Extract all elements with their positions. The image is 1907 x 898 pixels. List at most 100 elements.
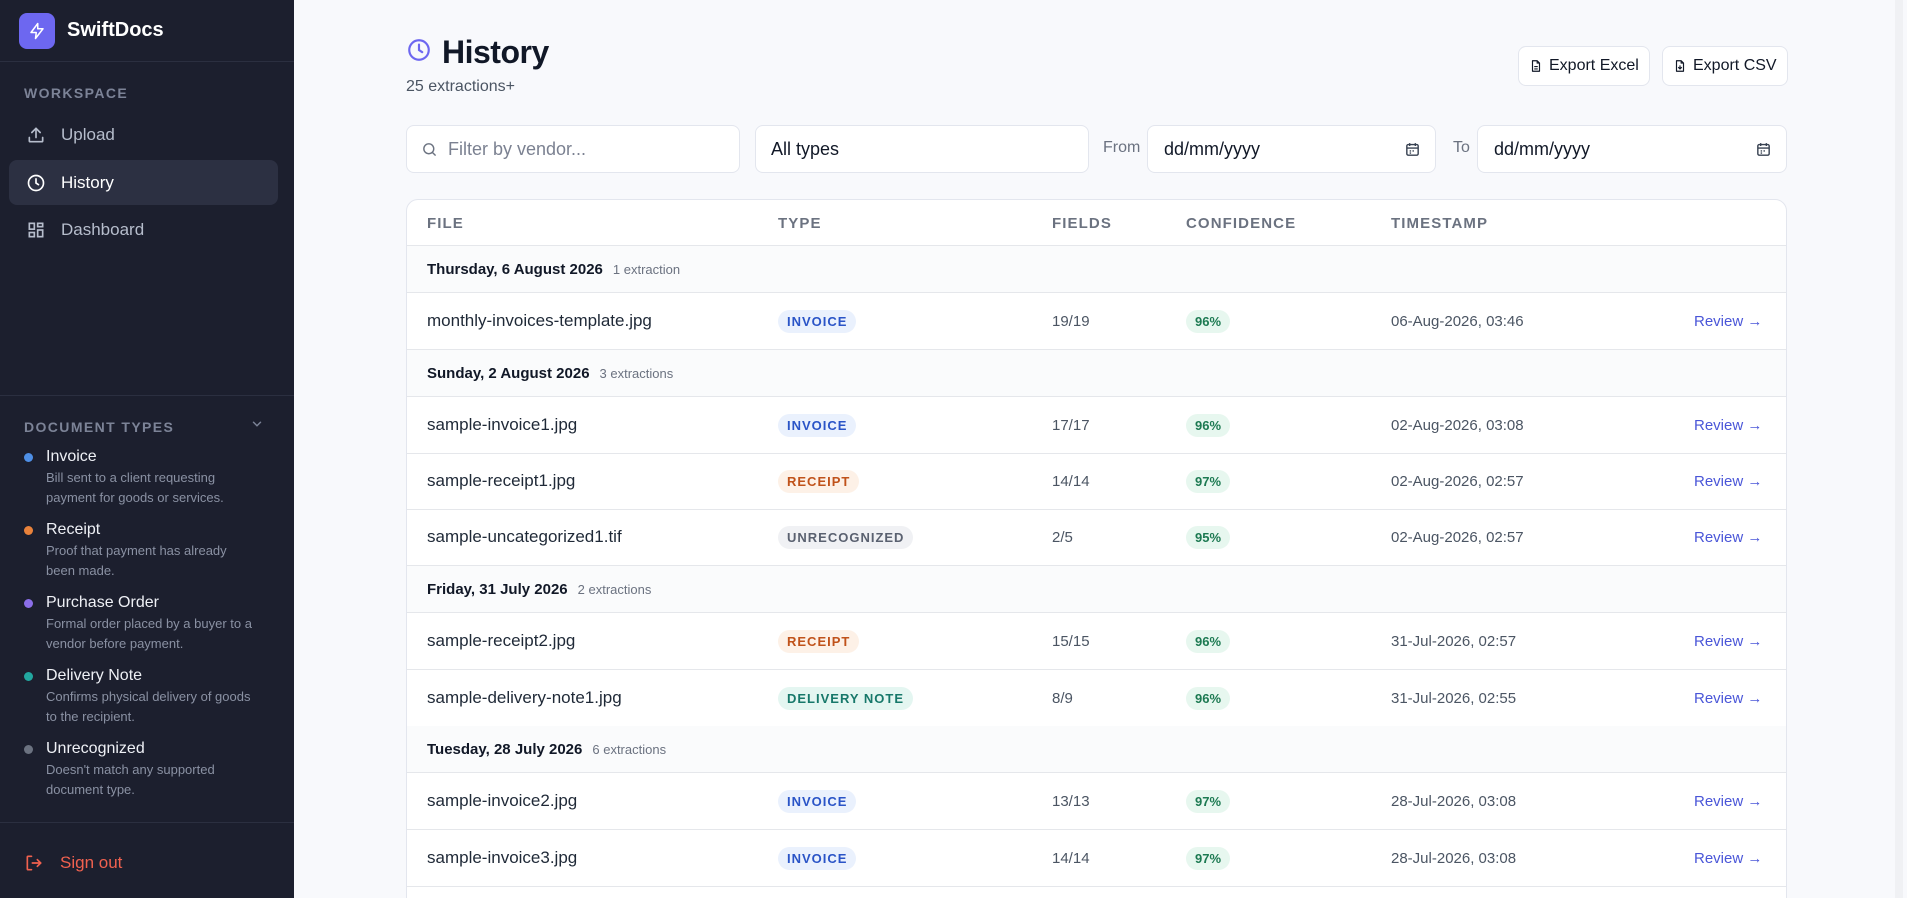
col-type[interactable]: TYPE — [778, 215, 822, 232]
col-file[interactable]: FILE — [427, 215, 464, 232]
to-date-input[interactable]: dd/mm/yyyy — [1477, 125, 1787, 173]
delivery-note-dot-icon — [24, 671, 33, 681]
confidence-badge: 96% — [1186, 413, 1231, 437]
receipt-dot-icon — [24, 525, 33, 535]
from-date-input[interactable]: dd/mm/yyyy — [1147, 125, 1436, 173]
table-row[interactable]: monthly-invoices-template.jpg INVOICE 19… — [407, 293, 1786, 350]
review-link[interactable]: Review → — [1694, 472, 1763, 490]
type-badge: INVOICE — [778, 413, 857, 437]
table-row[interactable]: sample-delivery-note1.jpg DELIVERY NOTE … — [407, 670, 1786, 727]
sidebar-item-history[interactable]: History — [9, 160, 278, 205]
from-date-value: dd/mm/yyyy — [1164, 138, 1261, 159]
fields-count: 15/15 — [1052, 632, 1090, 650]
page-header: History — [406, 34, 549, 71]
sign-out-button[interactable]: Sign out — [24, 852, 122, 874]
workspace-label: WORKSPACE — [24, 85, 129, 101]
timestamp: 02-Aug-2026, 02:57 — [1391, 472, 1524, 490]
review-link[interactable]: Review → — [1694, 632, 1763, 650]
date-group-header: Thursday, 6 August 2026 1 extraction — [407, 246, 1786, 293]
doc-type-desc: vendor before payment. — [46, 636, 184, 651]
doc-type-name: Purchase Order — [46, 594, 159, 611]
sign-out-label: Sign out — [60, 853, 123, 872]
type-badge: UNRECOGNIZED — [778, 525, 914, 549]
file-download-icon — [1673, 58, 1687, 74]
confidence-badge: 96% — [1186, 686, 1231, 710]
group-count: 3 extractions — [599, 365, 674, 381]
doc-type-unrecognized: Unrecognized Doesn't match any supported… — [24, 740, 274, 800]
doc-type-desc: Proof that payment has already — [46, 543, 227, 558]
sidebar-item-dashboard[interactable]: Dashboard — [9, 207, 278, 252]
file-name: sample-receipt1.jpg — [427, 471, 576, 490]
confidence-badge: 97% — [1186, 469, 1231, 493]
sidebar-item-upload[interactable]: Upload — [9, 112, 278, 157]
table-row[interactable]: sample-receipt2.jpg RECEIPT 15/15 96% 31… — [407, 613, 1786, 670]
col-confidence[interactable]: CONFIDENCE — [1186, 215, 1297, 232]
timestamp: 28-Jul-2026, 03:08 — [1391, 849, 1517, 867]
calendar-icon[interactable] — [1755, 141, 1772, 163]
fields-count: 13/13 — [1052, 792, 1090, 810]
file-icon — [1529, 58, 1543, 74]
table-row[interactable]: sample-invoice3.jpg INVOICE 14/14 97% 28… — [407, 830, 1786, 887]
file-name: sample-delivery-note1.jpg — [427, 688, 622, 707]
export-excel-button[interactable]: Export Excel — [1518, 46, 1650, 86]
timestamp: 06-Aug-2026, 03:46 — [1391, 312, 1524, 330]
group-date: Thursday, 6 August 2026 — [427, 260, 603, 278]
unrecognized-dot-icon — [24, 744, 33, 754]
brand-name: SwiftDocs — [67, 19, 164, 41]
doc-type-receipt: Receipt Proof that payment has already be… — [24, 521, 274, 581]
fields-count: 17/17 — [1052, 416, 1090, 434]
document-types-label: DOCUMENT TYPES — [24, 418, 175, 435]
grid-icon — [25, 219, 47, 241]
doc-type-purchase-order: Purchase Order Formal order placed by a … — [24, 594, 274, 654]
review-link[interactable]: Review → — [1694, 312, 1763, 330]
type-badge: INVOICE — [778, 789, 857, 813]
type-badge: DELIVERY NOTE — [778, 686, 914, 710]
table-row[interactable]: sample-invoice1.jpg INVOICE 17/17 96% 02… — [407, 397, 1786, 454]
col-fields[interactable]: FIELDS — [1052, 215, 1112, 232]
logout-icon — [24, 852, 46, 874]
type-badge: INVOICE — [778, 846, 857, 870]
from-label: From — [1103, 139, 1141, 156]
to-label: To — [1453, 139, 1470, 156]
main-content: History 25 extractions+ Export Excel Exp… — [294, 0, 1907, 898]
to-date-value: dd/mm/yyyy — [1494, 138, 1591, 159]
timestamp: 02-Aug-2026, 02:57 — [1391, 528, 1524, 546]
group-count: 1 extraction — [612, 261, 681, 277]
table-row[interactable]: sample-invoice2.jpg INVOICE 13/13 97% 28… — [407, 773, 1786, 830]
doc-type-desc: Bill sent to a client requesting — [46, 470, 216, 485]
doc-type-desc: to the recipient. — [46, 709, 135, 724]
group-date: Tuesday, 28 July 2026 — [427, 740, 583, 758]
fields-count: 8/9 — [1052, 689, 1073, 707]
table-row[interactable]: sample-uncategorized1.tif UNRECOGNIZED 2… — [407, 509, 1786, 566]
doc-type-delivery-note: Delivery Note Confirms physical delivery… — [24, 667, 274, 727]
file-name: monthly-invoices-template.jpg — [427, 311, 652, 330]
vendor-filter-placeholder: Filter by vendor... — [448, 138, 587, 159]
doc-type-desc: been made. — [46, 563, 115, 578]
page-scrollbar[interactable] — [1895, 0, 1903, 898]
type-select[interactable]: All types — [755, 125, 1089, 173]
review-link[interactable]: Review → — [1694, 528, 1763, 546]
confidence-badge: 97% — [1186, 846, 1231, 870]
doc-type-invoice: Invoice Bill sent to a client requesting… — [24, 448, 274, 508]
vendor-filter-input[interactable]: Filter by vendor... — [406, 125, 740, 173]
table-row[interactable]: sample-receipt1.jpg RECEIPT 14/14 97% 02… — [407, 453, 1786, 510]
file-name: sample-receipt2.jpg — [427, 631, 576, 650]
file-name: sample-uncategorized1.tif — [427, 527, 622, 546]
calendar-icon[interactable] — [1404, 141, 1421, 163]
type-badge: RECEIPT — [778, 469, 860, 493]
doc-type-desc: document type. — [46, 782, 135, 797]
fields-count: 19/19 — [1052, 312, 1090, 330]
sidebar: SwiftDocs WORKSPACE Upload History Dashb… — [0, 0, 294, 898]
review-link[interactable]: Review → — [1694, 689, 1763, 707]
brand[interactable]: SwiftDocs — [0, 0, 294, 62]
doc-type-desc: Confirms physical delivery of goods — [46, 689, 251, 704]
document-types-toggle[interactable]: DOCUMENT TYPES — [24, 417, 264, 436]
review-link[interactable]: Review → — [1694, 792, 1763, 810]
col-timestamp[interactable]: TIMESTAMP — [1391, 215, 1489, 232]
review-link[interactable]: Review → — [1694, 849, 1763, 867]
sidebar-item-label: Dashboard — [61, 219, 145, 239]
doc-type-name: Unrecognized — [46, 740, 145, 757]
history-table: FILE TYPE FIELDS CONFIDENCE TIMESTAMP Th… — [406, 199, 1787, 898]
export-csv-button[interactable]: Export CSV — [1662, 46, 1788, 86]
review-link[interactable]: Review → — [1694, 416, 1763, 434]
